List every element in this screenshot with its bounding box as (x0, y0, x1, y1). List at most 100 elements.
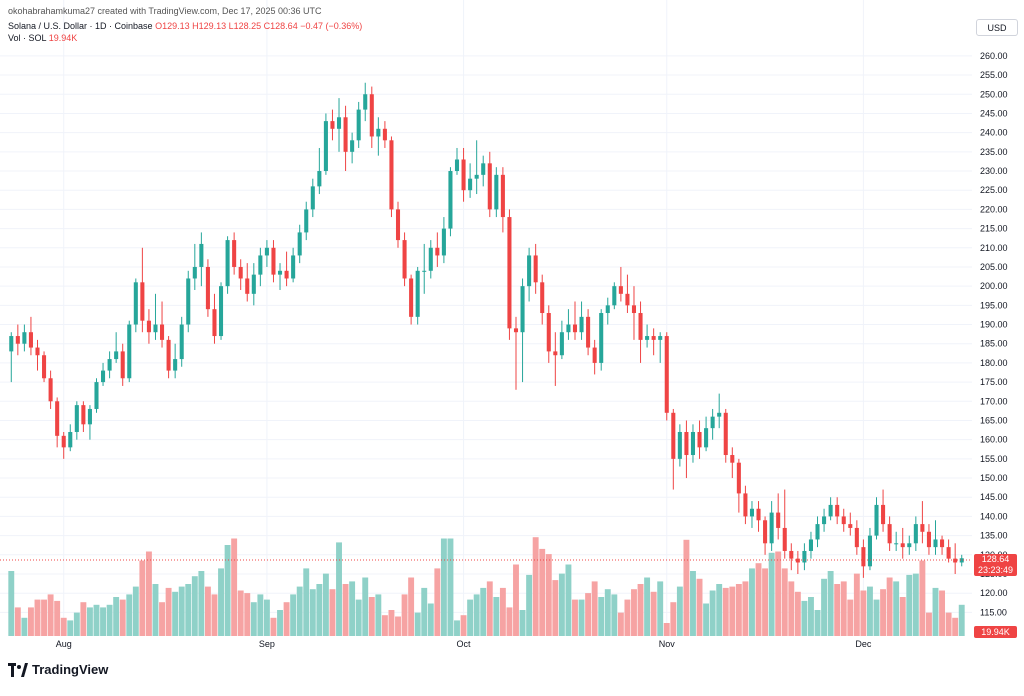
volume-bar (309, 589, 316, 636)
candle-body (55, 401, 60, 436)
candle (87, 405, 92, 440)
volume-bar (912, 573, 919, 636)
candle-body (304, 209, 309, 233)
candle-body (389, 140, 394, 210)
symbol-legend: Solana / U.S. Dollar · 1D · Coinbase O12… (8, 21, 362, 31)
candle (854, 520, 859, 555)
volume-bar (47, 594, 54, 636)
candle (271, 240, 276, 283)
volume-bar (539, 548, 546, 636)
volume-bar (703, 603, 710, 636)
volume-bar (204, 586, 211, 636)
candle (717, 393, 722, 429)
candle (612, 282, 617, 310)
volume-bar (762, 568, 769, 636)
volume-bar (362, 577, 369, 636)
volume-bar (93, 604, 100, 636)
candle (789, 543, 794, 571)
candle-body (277, 270, 283, 275)
volume-bar (893, 581, 900, 636)
tradingview-logo[interactable]: TradingView (8, 662, 108, 677)
candle-body (35, 347, 40, 356)
candle (887, 516, 892, 551)
volume-bar (794, 591, 801, 636)
candle-body (854, 527, 859, 548)
volume-bar (395, 616, 401, 636)
candle (664, 332, 669, 421)
candle (684, 420, 689, 479)
volume-bar (801, 600, 808, 636)
candle-body (74, 405, 79, 432)
volume-bar (381, 615, 388, 636)
price-axis[interactable]: 115.00120.00125.00130.00135.00140.00145.… (980, 51, 1008, 618)
candle-body (146, 320, 151, 333)
volume-bar (244, 593, 251, 636)
volume-bar (434, 568, 441, 636)
tradingview-logo-icon (8, 662, 28, 677)
candle (822, 508, 827, 532)
volume-bar (34, 599, 41, 636)
time-axis[interactable]: Aug Sep Oct Nov Dec (56, 639, 872, 649)
candle (776, 493, 781, 540)
volume-bar (637, 584, 644, 636)
volume-bar (657, 581, 664, 636)
candle-body (415, 270, 420, 317)
candle-body (848, 524, 853, 528)
volume-bar (775, 551, 782, 636)
volume-bar (388, 610, 395, 636)
candle-body (618, 286, 623, 294)
candle (566, 309, 571, 340)
volume-bar (853, 573, 860, 636)
candle (350, 132, 355, 164)
candle-body (795, 558, 800, 563)
candle-body (120, 351, 125, 379)
candle (140, 247, 145, 333)
currency-button[interactable]: USD (976, 19, 1018, 36)
candle (697, 420, 702, 459)
candle (101, 362, 106, 386)
candle (926, 524, 931, 555)
candle-body (612, 286, 617, 306)
candle (297, 224, 302, 264)
volume-bar (67, 620, 74, 636)
volume-bar (906, 574, 913, 636)
volume-bar (54, 600, 61, 636)
candle-body (599, 313, 604, 363)
candle (15, 324, 20, 356)
candle (749, 501, 755, 528)
candle-body (867, 535, 872, 567)
volume-bar (847, 599, 854, 636)
candle (507, 209, 512, 340)
volume-bar (60, 617, 67, 636)
volume-bar (834, 584, 841, 636)
candle (441, 217, 446, 264)
volume-bar (545, 554, 552, 636)
y-tick-label: 135.00 (980, 531, 1008, 541)
volume-bar (113, 597, 120, 636)
candle-body (704, 428, 709, 448)
y-tick-label: 120.00 (980, 588, 1008, 598)
candle (323, 113, 328, 175)
candle-body (815, 524, 820, 540)
candle (120, 343, 125, 386)
bar-countdown: 23:23:49 (977, 565, 1014, 576)
candle (802, 543, 807, 571)
candle (736, 458, 741, 513)
candle (435, 232, 440, 267)
candle-body (192, 266, 197, 279)
volume-bar (611, 594, 618, 636)
candle-body (179, 324, 184, 360)
volume-bar (821, 578, 828, 636)
candle (861, 539, 866, 578)
candle-body (572, 324, 578, 333)
candle-body (822, 516, 827, 525)
candle-body (959, 558, 964, 563)
x-tick-label: Nov (659, 639, 676, 649)
candle (704, 416, 709, 452)
volume-bar (8, 571, 15, 636)
candle (114, 332, 119, 363)
candle-body (28, 332, 33, 348)
candle-body (468, 178, 473, 191)
candle-body (684, 431, 689, 456)
